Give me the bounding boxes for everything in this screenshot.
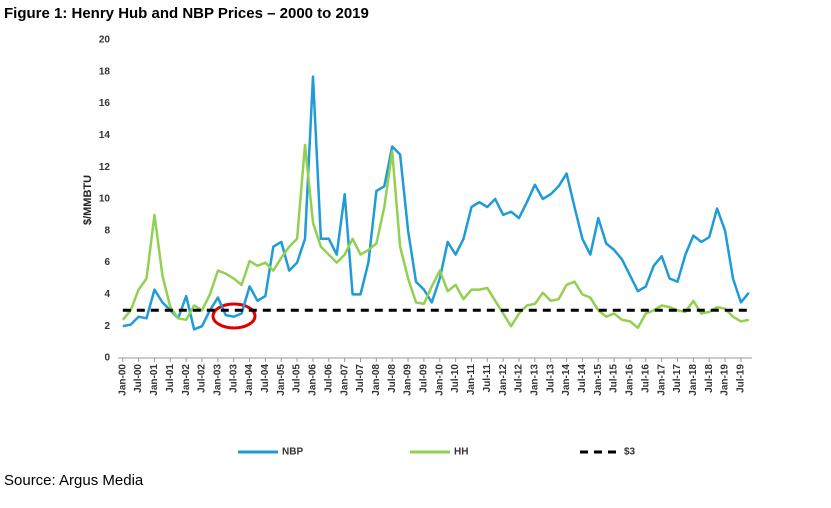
legend-label: HH <box>454 447 468 458</box>
y-tick-label: 12 <box>99 162 111 173</box>
x-tick-label: Jul-11 <box>482 364 493 393</box>
y-tick-label: 4 <box>104 289 110 300</box>
y-tick-label: 8 <box>104 225 110 236</box>
y-tick-label: 2 <box>104 321 110 332</box>
y-tick-label: 0 <box>104 353 110 364</box>
x-tick-label: Jul-06 <box>323 364 334 393</box>
x-tick-label: Jan-03 <box>212 364 223 396</box>
x-tick-label: Jan-08 <box>371 364 382 396</box>
x-tick-label: Jan-09 <box>403 364 414 396</box>
x-tick-label: Jan-17 <box>656 364 667 396</box>
x-tick-label: Jan-18 <box>688 364 699 396</box>
x-tick-label: Jan-16 <box>625 364 636 396</box>
x-tick-label: Jul-12 <box>514 364 525 393</box>
x-tick-label: Jul-19 <box>736 364 747 393</box>
x-tick-label: Jan-13 <box>529 364 540 396</box>
x-tick-label: Jul-02 <box>197 364 208 393</box>
legend-label: $3 <box>624 447 636 458</box>
source-note: Source: Argus Media <box>4 472 144 489</box>
x-tick-label: Jan-19 <box>720 364 731 396</box>
legend-label: NBP <box>282 447 303 458</box>
x-tick-label: Jan-11 <box>466 364 477 396</box>
x-tick-label: Jul-17 <box>672 364 683 393</box>
x-tick-label: Jan-07 <box>339 364 350 396</box>
x-tick-label: Jul-16 <box>640 364 651 393</box>
x-tick-label: Jul-03 <box>228 364 239 393</box>
x-tick-label: Jan-10 <box>434 364 445 396</box>
x-tick-label: Jul-05 <box>292 364 303 393</box>
x-tick-label: Jan-05 <box>276 364 287 396</box>
y-axis-label: $/MMBTU <box>82 175 94 225</box>
x-tick-label: Jul-04 <box>260 364 271 393</box>
y-tick-label: 6 <box>104 257 110 268</box>
x-tick-label: Jul-09 <box>419 364 430 393</box>
y-tick-label: 18 <box>99 66 111 77</box>
x-tick-label: Jan-02 <box>181 364 192 396</box>
x-tick-label: Jul-01 <box>165 364 176 393</box>
x-tick-label: Jan-04 <box>244 364 255 396</box>
y-tick-label: 10 <box>99 194 111 205</box>
y-tick-label: 14 <box>99 130 111 141</box>
x-tick-label: Jul-08 <box>387 364 398 393</box>
x-tick-label: Jul-10 <box>450 364 461 393</box>
series-line <box>122 75 750 331</box>
x-tick-label: Jul-14 <box>577 364 588 393</box>
x-tick-label: Jul-15 <box>609 364 620 393</box>
chart-title: Figure 1: Henry Hub and NBP Prices – 200… <box>4 5 369 22</box>
x-tick-label: Jul-18 <box>704 364 715 393</box>
y-tick-label: 20 <box>99 35 111 46</box>
x-tick-label: Jul-07 <box>355 364 366 393</box>
x-tick-label: Jan-12 <box>498 364 509 396</box>
highlight-circle <box>211 302 257 330</box>
x-tick-label: Jan-15 <box>593 364 604 396</box>
series-line <box>121 143 750 330</box>
x-tick-label: Jan-06 <box>308 364 319 396</box>
x-tick-label: Jan-14 <box>561 364 572 396</box>
x-tick-label: Jan-01 <box>149 364 160 396</box>
x-tick-label: Jul-00 <box>133 364 144 393</box>
x-tick-label: Jul-13 <box>545 364 556 393</box>
y-tick-label: 16 <box>99 98 111 109</box>
x-tick-label: Jan-00 <box>117 364 128 396</box>
